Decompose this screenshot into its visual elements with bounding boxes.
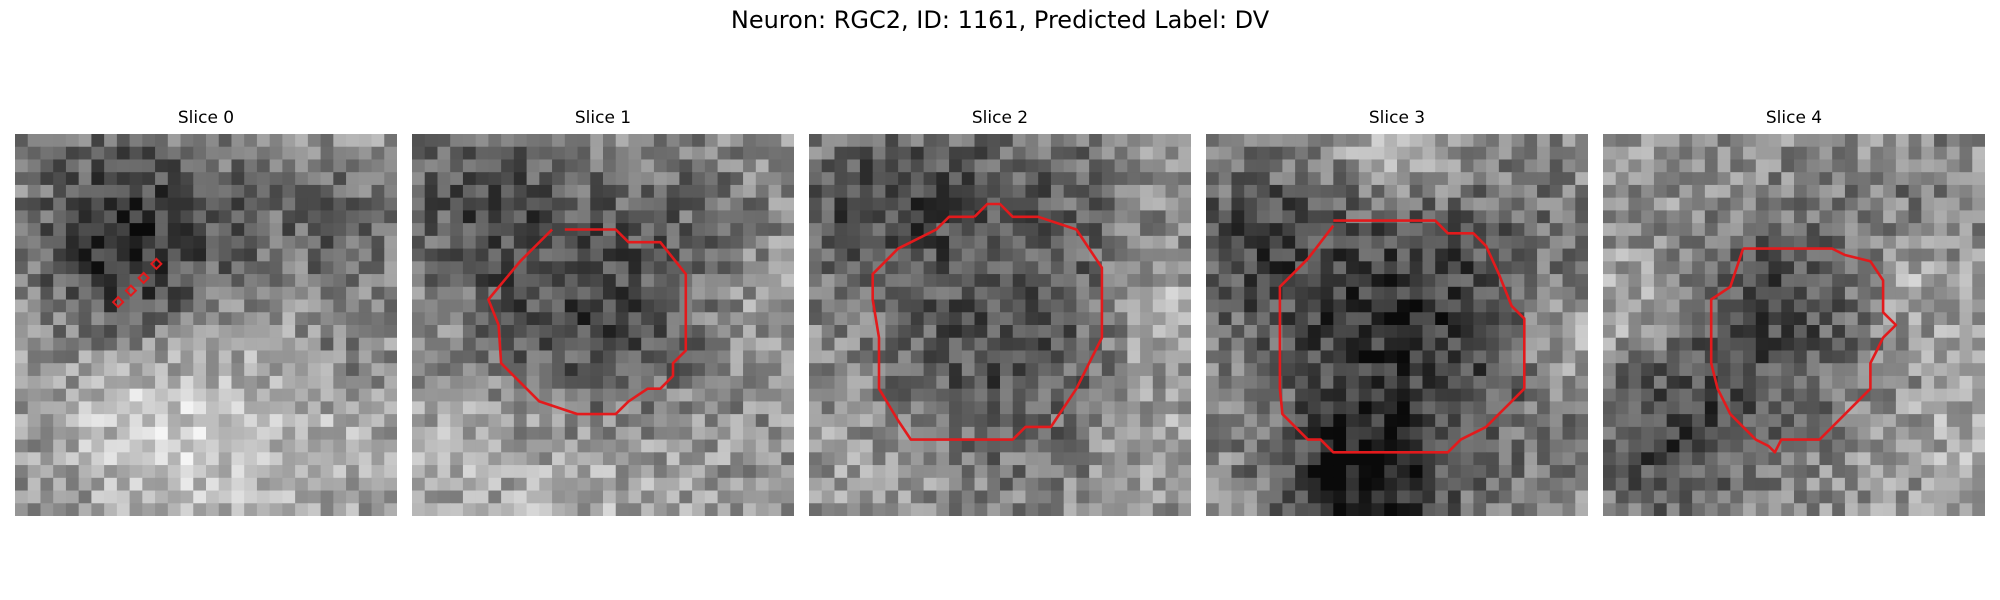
slice-panel-0: Slice 0 [15, 108, 397, 516]
slice-image-1 [412, 134, 794, 516]
slice-panel-2: Slice 2 [809, 108, 1191, 516]
roi-marker [111, 295, 125, 309]
slice-title-1: Slice 1 [574, 108, 632, 128]
slice-title-4: Slice 4 [1765, 108, 1823, 128]
slice-title-0: Slice 0 [177, 108, 235, 128]
roi-marker [137, 271, 151, 285]
slice-image-3 [1206, 134, 1588, 516]
roi-marker [149, 257, 163, 271]
slice-panel-1: Slice 1 [412, 108, 794, 516]
cell-outline [1278, 219, 1526, 454]
slice-title-3: Slice 3 [1368, 108, 1426, 128]
slice-image-0 [15, 134, 397, 516]
roi-marker [124, 284, 138, 298]
slice-image-4 [1603, 134, 1985, 516]
slice-title-2: Slice 2 [971, 108, 1029, 128]
slice-panel-4: Slice 4 [1603, 108, 1985, 516]
cell-outline [1709, 247, 1898, 454]
cell-outline [487, 228, 688, 416]
slice-panel-3: Slice 3 [1206, 108, 1588, 516]
slice-image-2 [809, 134, 1191, 516]
figure-title: Neuron: RGC2, ID: 1161, Predicted Label:… [730, 6, 1270, 34]
cell-outline [871, 202, 1104, 441]
